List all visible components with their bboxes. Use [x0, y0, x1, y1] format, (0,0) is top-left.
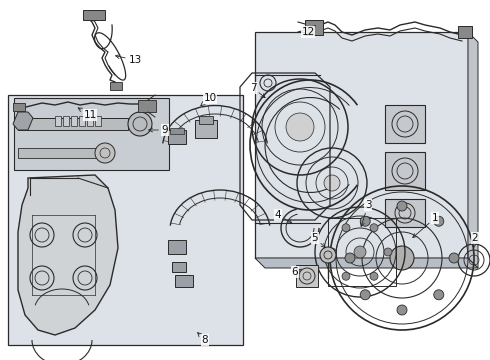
- Polygon shape: [13, 112, 33, 130]
- Polygon shape: [255, 32, 468, 258]
- Circle shape: [360, 216, 370, 226]
- Bar: [328, 218, 396, 286]
- Circle shape: [95, 143, 115, 163]
- Bar: [63, 116, 69, 126]
- Bar: [385, 199, 425, 227]
- Bar: [18, 118, 128, 130]
- Circle shape: [370, 272, 378, 280]
- Text: 10: 10: [201, 93, 217, 105]
- Circle shape: [370, 224, 378, 232]
- Text: 1: 1: [413, 213, 439, 238]
- Circle shape: [384, 248, 392, 256]
- Circle shape: [397, 201, 407, 211]
- Bar: [458, 26, 472, 38]
- Bar: [87, 116, 93, 126]
- Text: 8: 8: [197, 333, 208, 345]
- Text: 12: 12: [301, 26, 315, 37]
- Circle shape: [397, 305, 407, 315]
- Bar: [55, 116, 61, 126]
- Bar: [296, 265, 318, 287]
- Circle shape: [328, 248, 336, 256]
- Text: 5: 5: [312, 233, 325, 247]
- Bar: [138, 100, 156, 112]
- Circle shape: [360, 290, 370, 300]
- Text: 2: 2: [472, 233, 478, 247]
- Bar: [170, 128, 184, 134]
- Circle shape: [342, 224, 350, 232]
- Bar: [168, 130, 186, 144]
- Bar: [14, 98, 169, 170]
- Bar: [18, 148, 98, 158]
- Text: 13: 13: [116, 55, 142, 65]
- Bar: [13, 103, 25, 111]
- Circle shape: [434, 216, 444, 226]
- Bar: [95, 116, 101, 126]
- Bar: [385, 152, 425, 190]
- Bar: [110, 82, 122, 90]
- Circle shape: [449, 253, 459, 263]
- Bar: [168, 240, 186, 254]
- Polygon shape: [468, 32, 478, 268]
- Text: 6: 6: [292, 267, 301, 277]
- Circle shape: [286, 113, 314, 141]
- Circle shape: [342, 272, 350, 280]
- Bar: [79, 116, 85, 126]
- Text: 7: 7: [250, 83, 265, 98]
- Circle shape: [434, 290, 444, 300]
- Text: 11: 11: [78, 108, 97, 120]
- Circle shape: [324, 175, 340, 191]
- Bar: [195, 120, 217, 138]
- Bar: [83, 10, 105, 20]
- Text: 4: 4: [275, 210, 292, 223]
- Bar: [172, 262, 186, 272]
- Circle shape: [354, 246, 366, 258]
- Polygon shape: [255, 258, 478, 268]
- Bar: [71, 116, 77, 126]
- Circle shape: [345, 253, 355, 263]
- Circle shape: [128, 112, 152, 136]
- Bar: [305, 20, 323, 35]
- Polygon shape: [18, 175, 118, 335]
- Bar: [175, 275, 193, 287]
- Bar: [385, 105, 425, 143]
- Text: 3: 3: [361, 200, 371, 226]
- Circle shape: [390, 246, 414, 270]
- Circle shape: [320, 247, 336, 263]
- Bar: [199, 116, 213, 124]
- Bar: [8, 95, 243, 345]
- Text: 9: 9: [148, 125, 168, 135]
